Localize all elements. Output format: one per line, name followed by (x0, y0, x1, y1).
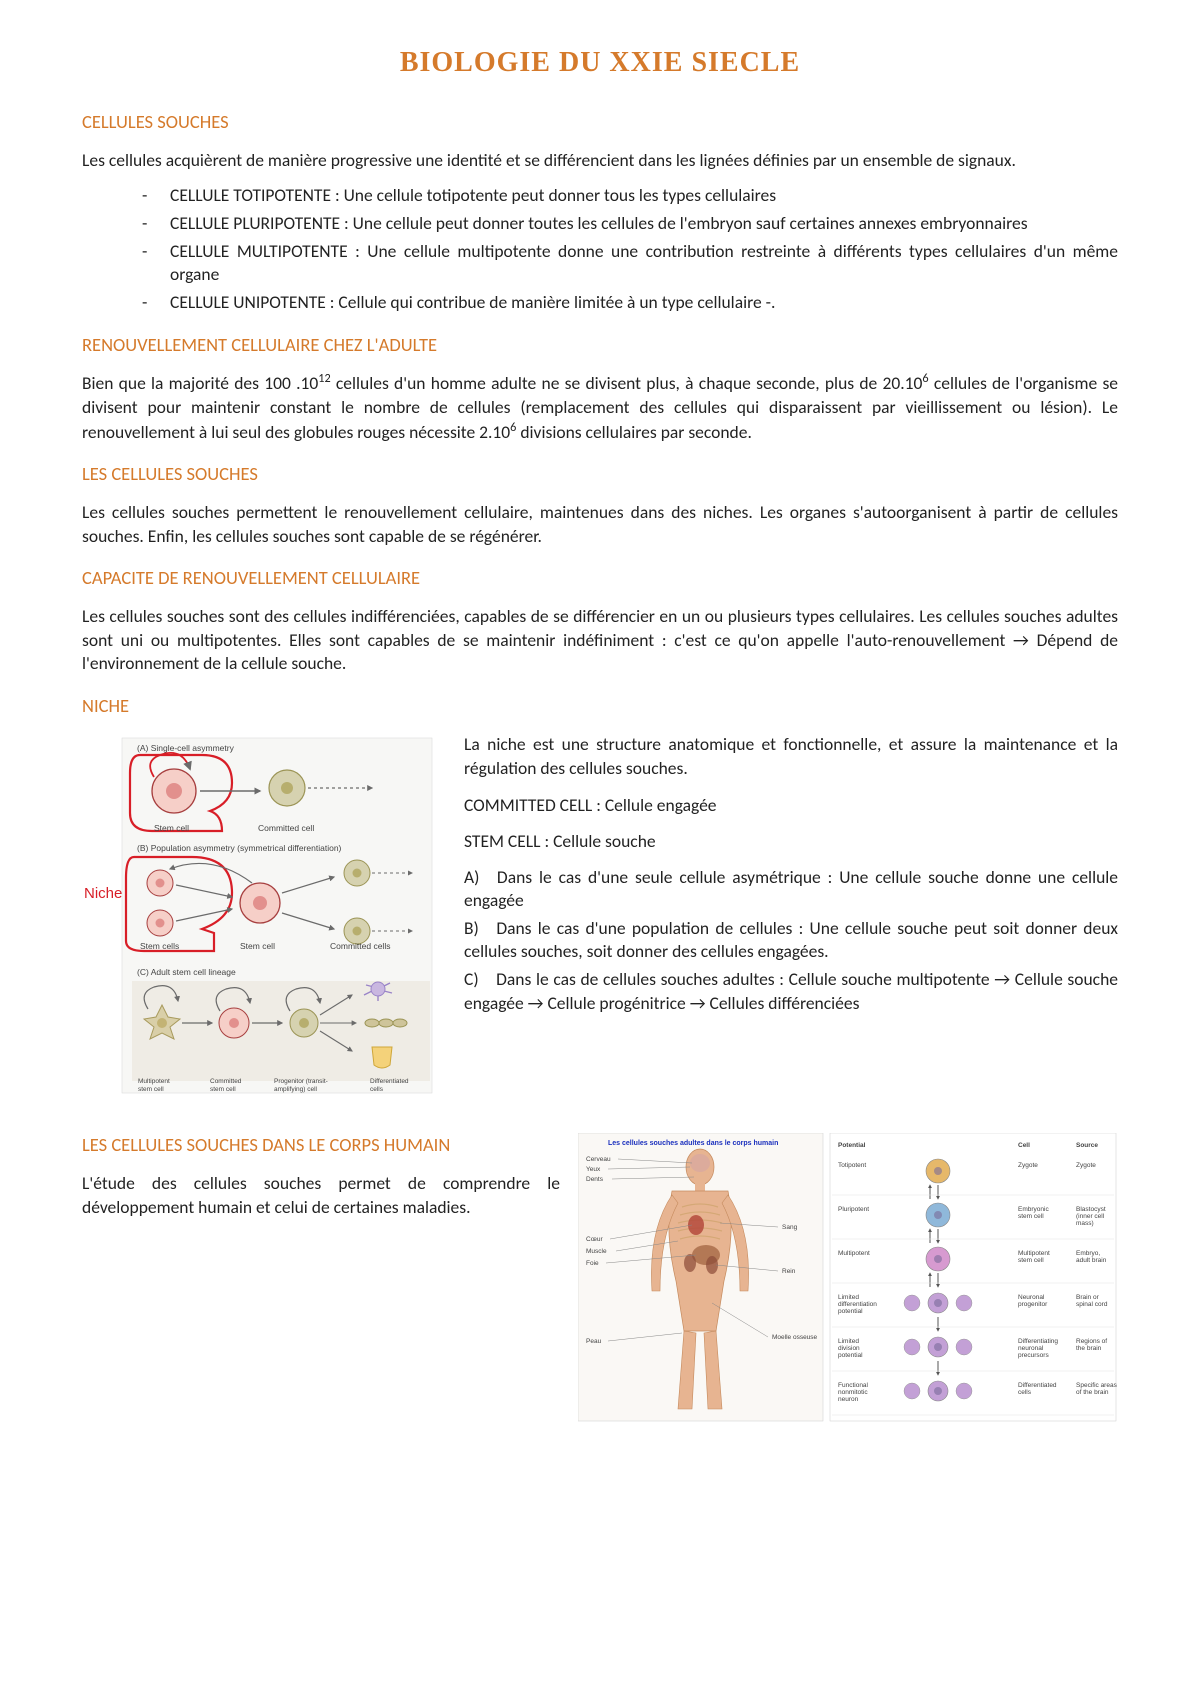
svg-text:Dents: Dents (586, 1176, 604, 1183)
heading-renouvellement: RENOUVELLEMENT CELLULAIRE CHEZ L'ADULTE (82, 333, 1118, 358)
term-stem: STEM CELL : Cellule souche (464, 830, 1118, 854)
svg-text:Sang: Sang (782, 1224, 798, 1231)
niche-figure: Niche (A) Single-cell asymmetry Stem cel… (82, 733, 442, 1103)
niche-p1: La niche est une structure anatomique et… (464, 733, 1118, 780)
def-multipotente: CELLULE MULTIPOTENTE : Une cellule multi… (142, 240, 1118, 287)
def-unipotente: CELLULE UNIPOTENTE : Cellule qui contrib… (142, 291, 1118, 315)
def-pluripotente: CELLULE PLURIPOTENTE : Une cellule peut … (142, 212, 1118, 236)
svg-text:Pluripotent: Pluripotent (838, 1206, 869, 1213)
svg-text:Rein: Rein (782, 1268, 796, 1275)
svg-text:Neuronalprogenitor: Neuronalprogenitor (1018, 1294, 1048, 1308)
panel-c-label: (C) Adult stem cell lineage (137, 967, 236, 977)
niche-a: A) Dans le cas d'une seule cellule asymé… (464, 866, 1118, 913)
committed-cells-b: Committed cells (330, 941, 390, 951)
stem-cell-a: Stem cell (154, 823, 189, 833)
svg-text:Moelle osseuse: Moelle osseuse (772, 1334, 818, 1341)
col-source: Source (1076, 1142, 1098, 1149)
s2-exp1: 12 (318, 371, 330, 386)
svg-text:Zygote: Zygote (1018, 1162, 1038, 1169)
s2-end: divisions cellulaires par seconde. (516, 420, 751, 442)
svg-text:Yeux: Yeux (586, 1166, 601, 1173)
heading-capacite: CAPACITE DE RENOUVELLEMENT CELLULAIRE (82, 566, 1118, 591)
svg-text:Peau: Peau (586, 1338, 602, 1345)
page-title: BIOLOGIE DU XXIE SIECLE (82, 44, 1118, 82)
s6-body: L'étude des cellules souches permet de c… (82, 1172, 560, 1219)
niche-text-column: La niche est une structure anatomique et… (464, 733, 1118, 1019)
svg-text:Muscle: Muscle (586, 1248, 607, 1255)
svg-text:Totipotent: Totipotent (838, 1162, 866, 1169)
s3-body: Les cellules souches permettent le renou… (82, 501, 1118, 548)
human-text-column: LES CELLULES SOUCHES DANS LE CORPS HUMAI… (82, 1133, 560, 1219)
body-figure-title: Les cellules souches adultes dans le cor… (608, 1140, 778, 1147)
niche-b: B) Dans le cas d'une population de cellu… (464, 917, 1118, 964)
s2-body: Bien que la majorité des 100 .1012 cellu… (82, 371, 1118, 444)
term-committed: COMMITTED CELL : Cellule engagée (464, 794, 1118, 818)
human-body-figure: Les cellules souches adultes dans le cor… (578, 1133, 1118, 1423)
svg-text:Cœur: Cœur (586, 1236, 603, 1243)
svg-text:Zygote: Zygote (1076, 1162, 1096, 1169)
panel-a-label: (A) Single-cell asymmetry (137, 743, 235, 753)
svg-text:Multipotent: Multipotent (838, 1250, 870, 1257)
heading-cellules-souches: CELLULES SOUCHES (82, 110, 1118, 135)
s4-body: Les cellules souches sont des cellules i… (82, 605, 1118, 676)
definition-list: CELLULE TOTIPOTENTE : Une cellule totipo… (142, 184, 1118, 314)
svg-text:Foie: Foie (586, 1260, 599, 1267)
col-cell: Cell (1018, 1142, 1030, 1149)
s2-mid1: cellules d'un homme adulte ne se divisen… (331, 372, 923, 394)
def-totipotente: CELLULE TOTIPOTENTE : Une cellule totipo… (142, 184, 1118, 208)
stem-cells-b-left: Stem cells (140, 941, 179, 951)
col-potential: Potential (838, 1142, 866, 1149)
stem-cell-b-center: Stem cell (240, 941, 275, 951)
s2-pre: Bien que la majorité des 100 .10 (82, 372, 318, 394)
niche-c: C) Dans le cas de cellules souches adult… (464, 968, 1118, 1015)
committed-cell-a: Committed cell (258, 823, 314, 833)
s1-intro: Les cellules acquièrent de manière progr… (82, 149, 1118, 173)
niche-label-text: Niche (84, 885, 122, 902)
heading-niche: NICHE (82, 694, 1118, 719)
svg-text:Cerveau: Cerveau (586, 1156, 611, 1163)
heading-corps-humain: LES CELLULES SOUCHES DANS LE CORPS HUMAI… (82, 1133, 560, 1158)
panel-b-label: (B) Population asymmetry (symmetrical di… (137, 843, 342, 853)
heading-les-cellules-souches: LES CELLULES SOUCHES (82, 462, 1118, 487)
